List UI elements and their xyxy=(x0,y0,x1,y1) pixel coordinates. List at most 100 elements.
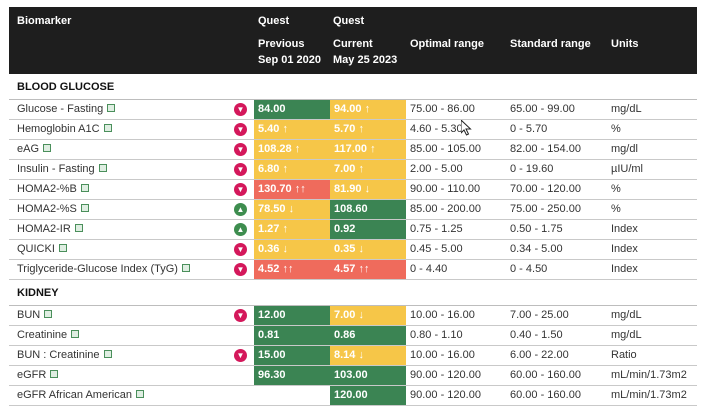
header-prev-label: Previous xyxy=(258,38,305,50)
biomarker-name: BUN : Creatinine xyxy=(17,346,112,365)
copy-icon[interactable] xyxy=(98,164,107,173)
biomarker-name: BUN xyxy=(17,306,53,325)
table-row: Glucose - Fasting ▼ 84.00 94.00 ↑ 75.00 - 86… xyxy=(9,100,697,120)
table-row: Creatinine 0.81 0.86 0.80 - 1.10 0.40 - 1.50… xyxy=(9,326,697,346)
section-kidney: KIDNEY xyxy=(9,280,697,306)
optimal-range: 85.00 - 105.00 xyxy=(410,143,481,155)
standard-range: 7.00 - 25.00 xyxy=(510,309,569,321)
optimal-range: 10.00 - 16.00 xyxy=(410,309,475,321)
units: % xyxy=(611,203,621,215)
table-body: BLOOD GLUCOSE Glucose - Fasting ▼ 84.00 94.0… xyxy=(9,74,697,406)
copy-icon[interactable] xyxy=(103,124,112,133)
optimal-range: 0.75 - 1.25 xyxy=(410,223,463,235)
thumbs-up-icon[interactable]: ▲ xyxy=(234,223,247,236)
table-row: BUN ▼ 12.00 7.00 ↓ 10.00 - 16.00 7.00 - 25.00… xyxy=(9,306,697,326)
header-standard: Standard range xyxy=(510,38,591,50)
optimal-range: 90.00 - 120.00 xyxy=(410,369,481,381)
units: mL/min/1.73m2 xyxy=(611,369,687,381)
table-row: eGFR African American 120.00 90.00 - 120.0… xyxy=(9,386,697,406)
previous-value: 12.00 xyxy=(254,306,330,325)
previous-value: 0.36 ↓ xyxy=(254,240,330,259)
previous-value: 78.50 ↓ xyxy=(254,200,330,219)
section-blood-glucose: BLOOD GLUCOSE xyxy=(9,74,697,100)
units: Index xyxy=(611,243,638,255)
biomarker-label: Triglyceride-Glucose Index (TyG) xyxy=(17,263,178,275)
units: Index xyxy=(611,263,638,275)
copy-icon[interactable] xyxy=(181,264,190,273)
current-value: 8.14 ↓ xyxy=(330,346,406,365)
standard-range: 75.00 - 250.00 xyxy=(510,203,581,215)
previous-value: 130.70 ↑↑ xyxy=(254,180,330,199)
biomarker-name: eGFR xyxy=(17,366,59,385)
table-row: Triglyceride-Glucose Index (TyG) ▼ 4.52 ↑↑… xyxy=(9,260,697,280)
copy-icon[interactable] xyxy=(80,184,89,193)
header-prev-source: Quest xyxy=(258,15,290,27)
optimal-range: 2.00 - 5.00 xyxy=(410,163,463,175)
thumbs-up-icon[interactable]: ▲ xyxy=(234,203,247,216)
current-value: 81.90 ↓ xyxy=(330,180,406,199)
copy-icon[interactable] xyxy=(44,310,53,319)
biomarker-label: BUN xyxy=(17,309,41,321)
previous-value: 84.00 xyxy=(254,100,330,119)
thumbs-down-icon[interactable]: ▼ xyxy=(234,243,247,256)
copy-icon[interactable] xyxy=(58,244,67,253)
copy-icon[interactable] xyxy=(103,350,112,359)
table-row: HOMA2-%S ▲ 78.50 ↓ 108.60 85.00 - 200.00 75.0… xyxy=(9,200,697,220)
thumbs-down-icon[interactable]: ▼ xyxy=(234,183,247,196)
copy-icon[interactable] xyxy=(107,104,116,113)
thumbs-down-icon[interactable]: ▼ xyxy=(234,163,247,176)
biomarker-name: QUICKI xyxy=(17,240,67,259)
header-curr-date: May 25 2023 xyxy=(333,54,398,66)
biomarker-label: QUICKI xyxy=(17,243,55,255)
header-optimal: Optimal range xyxy=(410,38,484,50)
units: % xyxy=(611,123,621,135)
standard-range: 0 - 19.60 xyxy=(510,163,554,175)
current-value: 5.70 ↑ xyxy=(330,120,406,139)
thumbs-down-icon[interactable]: ▼ xyxy=(234,143,247,156)
thumbs-down-icon[interactable]: ▼ xyxy=(234,103,247,116)
optimal-range: 90.00 - 110.00 xyxy=(410,183,481,195)
current-value: 94.00 ↑ xyxy=(330,100,406,119)
copy-icon[interactable] xyxy=(80,204,89,213)
copy-icon[interactable] xyxy=(71,330,80,339)
standard-range: 6.00 - 22.00 xyxy=(510,349,569,361)
optimal-range: 4.60 - 5.30 xyxy=(410,123,463,135)
units: mg/dl xyxy=(611,143,638,155)
copy-icon[interactable] xyxy=(74,224,83,233)
thumbs-down-icon[interactable]: ▼ xyxy=(234,309,247,322)
units: mg/dL xyxy=(611,309,642,321)
biomarker-label: eAG xyxy=(17,143,40,155)
biomarker-name: Insulin - Fasting xyxy=(17,160,107,179)
current-value: 4.57 ↑↑ xyxy=(330,260,406,279)
thumbs-down-icon[interactable]: ▼ xyxy=(234,263,247,276)
previous-value: 108.28 ↑ xyxy=(254,140,330,159)
standard-range: 60.00 - 160.00 xyxy=(510,389,581,401)
thumbs-down-icon[interactable]: ▼ xyxy=(234,123,247,136)
biomarker-label: HOMA2-%B xyxy=(17,183,77,195)
previous-value: 0.81 xyxy=(254,326,330,345)
standard-range: 0 - 5.70 xyxy=(510,123,548,135)
header-prev-date: Sep 01 2020 xyxy=(258,54,321,66)
table-row: Hemoglobin A1C ▼ 5.40 ↑ 5.70 ↑ 4.60 - 5.30 0 … xyxy=(9,120,697,140)
biomarker-label: HOMA2-%S xyxy=(17,203,77,215)
current-value: 0.86 xyxy=(330,326,406,345)
thumbs-down-icon[interactable]: ▼ xyxy=(234,349,247,362)
table-row: Insulin - Fasting ▼ 6.80 ↑ 7.00 ↑ 2.00 - 5.0… xyxy=(9,160,697,180)
previous-value: 5.40 ↑ xyxy=(254,120,330,139)
units: mL/min/1.73m2 xyxy=(611,389,687,401)
biomarker-label: eGFR African American xyxy=(17,389,132,401)
optimal-range: 85.00 - 200.00 xyxy=(410,203,481,215)
copy-icon[interactable] xyxy=(50,370,59,379)
table-header: Biomarker Quest Previous Sep 01 2020 Que… xyxy=(9,7,697,74)
biomarker-label: Glucose - Fasting xyxy=(17,103,104,115)
standard-range: 0.34 - 5.00 xyxy=(510,243,563,255)
biomarker-name: HOMA2-%S xyxy=(17,200,89,219)
copy-icon[interactable] xyxy=(43,144,52,153)
biomarker-name: Creatinine xyxy=(17,326,80,345)
current-value: 0.92 xyxy=(330,220,406,239)
copy-icon[interactable] xyxy=(135,390,144,399)
previous-value: 4.52 ↑↑ xyxy=(254,260,330,279)
biomarker-name: Glucose - Fasting xyxy=(17,100,116,119)
biomarker-label: BUN : Creatinine xyxy=(17,349,100,361)
header-units: Units xyxy=(611,38,639,50)
